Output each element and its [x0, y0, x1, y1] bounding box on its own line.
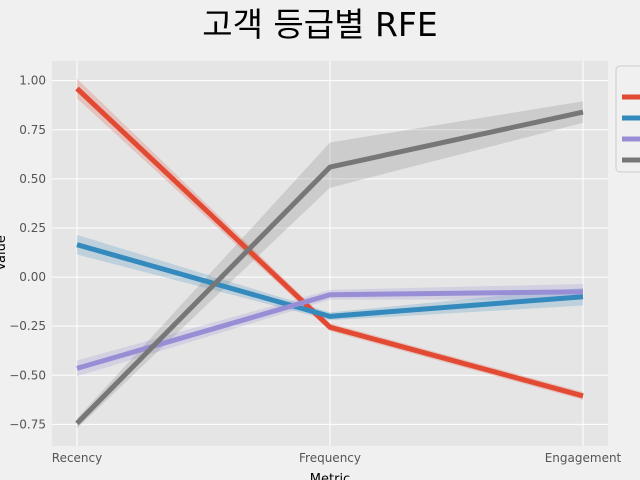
x-tick-label: Engagement [545, 451, 622, 465]
grid-lines [52, 61, 608, 446]
x-axis-label: Metric [310, 472, 350, 480]
x-tick-label: Frequency [299, 451, 361, 465]
y-tick-label: −0.75 [9, 417, 46, 431]
series-1-line [75, 86, 584, 399]
y-tick-label: 0.00 [19, 270, 46, 284]
y-tick-label: −0.50 [9, 368, 46, 382]
y-tick-label: 0.50 [19, 172, 46, 186]
y-tick-label: 1.00 [19, 74, 46, 88]
series-3-line [76, 289, 584, 371]
series-2-ci-band [77, 234, 583, 321]
series-2-line [76, 242, 584, 319]
y-tick-label: 0.75 [19, 123, 46, 137]
y-axis-label: Value [0, 235, 9, 271]
x-tick-label: Recency [52, 451, 102, 465]
y-tick-labels: 1.00 0.75 0.50 0.25 0.00 −0.25 −0.50 −0.75 [9, 74, 46, 432]
y-tick-label: −0.25 [9, 319, 46, 333]
series-4-line [75, 109, 584, 426]
legend [615, 65, 640, 173]
series-lines [75, 86, 584, 426]
y-tick-label: 0.25 [19, 221, 46, 235]
x-tick-labels: Recency Frequency Engagement [52, 451, 622, 465]
chart-title: 고객 등급별 RFE [202, 5, 438, 44]
